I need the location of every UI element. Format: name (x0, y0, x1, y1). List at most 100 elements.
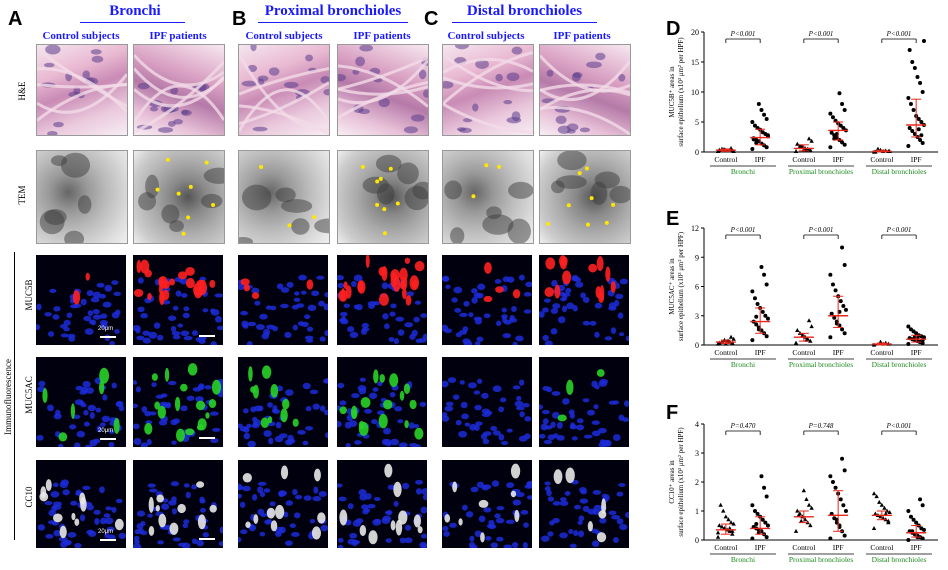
region-underline-c (452, 22, 597, 23)
data-point-ipf (911, 108, 916, 112)
panel-letter-a: A (8, 8, 23, 30)
data-point-ipf (752, 123, 757, 128)
row-label-cc10: CC10 (24, 486, 34, 508)
y-tick-label: 9 (695, 253, 699, 262)
x-category-label: IPF (911, 543, 922, 552)
data-point-ipf (765, 133, 770, 138)
data-point-ipf (756, 102, 761, 106)
data-point-control (799, 144, 804, 149)
data-point-ipf (914, 520, 919, 525)
tem-micrograph-ipf-0 (133, 150, 225, 244)
data-point-ipf (829, 130, 834, 135)
data-point-control (795, 508, 800, 513)
data-point-control (718, 502, 723, 507)
he-micrograph-ipf-0 (133, 44, 225, 136)
data-point-ipf (760, 309, 765, 314)
data-point-ipf (911, 517, 916, 522)
data-point-control (808, 338, 813, 343)
muc5ac-micrograph-control-1 (238, 357, 328, 447)
data-point-control (808, 523, 813, 528)
data-point-ipf (919, 133, 924, 138)
data-point-ipf (918, 497, 923, 502)
muc5ac-micrograph-control-2 (442, 357, 532, 447)
data-point-ipf (830, 480, 835, 484)
scale-bar (100, 336, 116, 338)
data-point-ipf (829, 311, 834, 316)
data-point-ipf (765, 523, 770, 528)
data-point-ipf (906, 509, 911, 513)
data-point-ipf (828, 335, 833, 340)
data-point-ipf (907, 48, 912, 52)
data-point-control (731, 336, 736, 341)
data-point-control (806, 136, 812, 141)
scale-bar (199, 437, 215, 439)
muc5ac-micrograph-ipf-2 (539, 357, 629, 447)
x-category-label: Control (714, 543, 737, 552)
data-point-ipf (907, 126, 912, 130)
data-point-control (882, 505, 887, 510)
group-label: Distal bronchioles (872, 360, 927, 369)
data-point-control (731, 149, 736, 153)
group-label: Proximal bronchioles (789, 167, 853, 176)
panel-letter-b: B (232, 8, 247, 30)
x-category-label: Control (792, 543, 815, 552)
data-point-ipf (830, 115, 835, 120)
x-category-label: Control (870, 543, 893, 552)
muc5ac-micrograph-control-0 (36, 357, 126, 447)
data-point-control (801, 488, 807, 493)
column-label-ipf-b: IPF patients (353, 30, 411, 42)
group-label: Proximal bronchioles (789, 360, 853, 369)
pvalue-label: P<0.001 (730, 226, 756, 234)
column-label-control-a: Control subjects (42, 30, 120, 42)
data-point-ipf (750, 120, 755, 124)
data-point-control (726, 517, 731, 522)
y-tick-label: 10 (691, 88, 699, 97)
data-point-ipf (842, 263, 847, 268)
muc5ac-micrograph-ipf-0 (133, 357, 223, 447)
pvalue-label: P<0.001 (886, 226, 912, 234)
y-axis-label-line2: surface epithelium (x10³ μm² per HPF) (677, 231, 685, 341)
y-axis-label-line2: surface epithelium (x10³ μm² per HPF) (677, 37, 685, 147)
x-category-label: IPF (755, 348, 766, 357)
data-point-ipf (762, 272, 767, 277)
data-point-control (731, 521, 736, 526)
data-point-control (875, 146, 881, 151)
data-point-ipf (832, 315, 837, 320)
tem-micrograph-ipf-2 (539, 150, 631, 244)
data-point-ipf (841, 304, 846, 308)
panel-letter-c: C (424, 8, 439, 30)
scale-bar (199, 335, 215, 337)
data-point-ipf (764, 494, 769, 499)
data-point-ipf (828, 474, 833, 479)
y-axis-label-line1: CC10⁺ areas in (668, 460, 676, 504)
data-point-ipf (908, 327, 913, 332)
tem-micrograph-ipf-1 (337, 150, 429, 244)
y-tick-label: 2 (695, 478, 699, 487)
data-point-ipf (919, 526, 924, 531)
y-tick-label: 5 (695, 118, 699, 127)
data-point-ipf (759, 265, 764, 269)
x-category-label: Control (870, 155, 893, 164)
pvalue-label: P<0.001 (808, 30, 834, 38)
pvalue-label: P=0.470 (730, 422, 756, 430)
data-point-ipf (754, 314, 759, 319)
muc5b-micrograph-ipf-0 (133, 255, 223, 345)
cc10-micrograph-control-1 (238, 460, 328, 548)
data-point-ipf (750, 503, 755, 508)
y-tick-label: 12 (691, 224, 699, 233)
data-point-ipf (840, 140, 845, 145)
data-point-control (723, 514, 729, 519)
data-point-ipf (765, 316, 770, 321)
pvalue-label: P<0.001 (886, 422, 912, 430)
y-tick-label: 3 (695, 449, 699, 458)
data-point-control (809, 324, 814, 329)
group-label: Proximal bronchioles (789, 555, 853, 564)
data-point-ipf (906, 96, 911, 100)
data-point-ipf (764, 535, 769, 540)
data-point-ipf (750, 147, 755, 151)
data-point-control (799, 518, 804, 523)
x-category-label: IPF (833, 155, 844, 164)
data-point-control (730, 531, 735, 536)
data-point-ipf (908, 102, 913, 106)
data-point-ipf (842, 533, 847, 538)
